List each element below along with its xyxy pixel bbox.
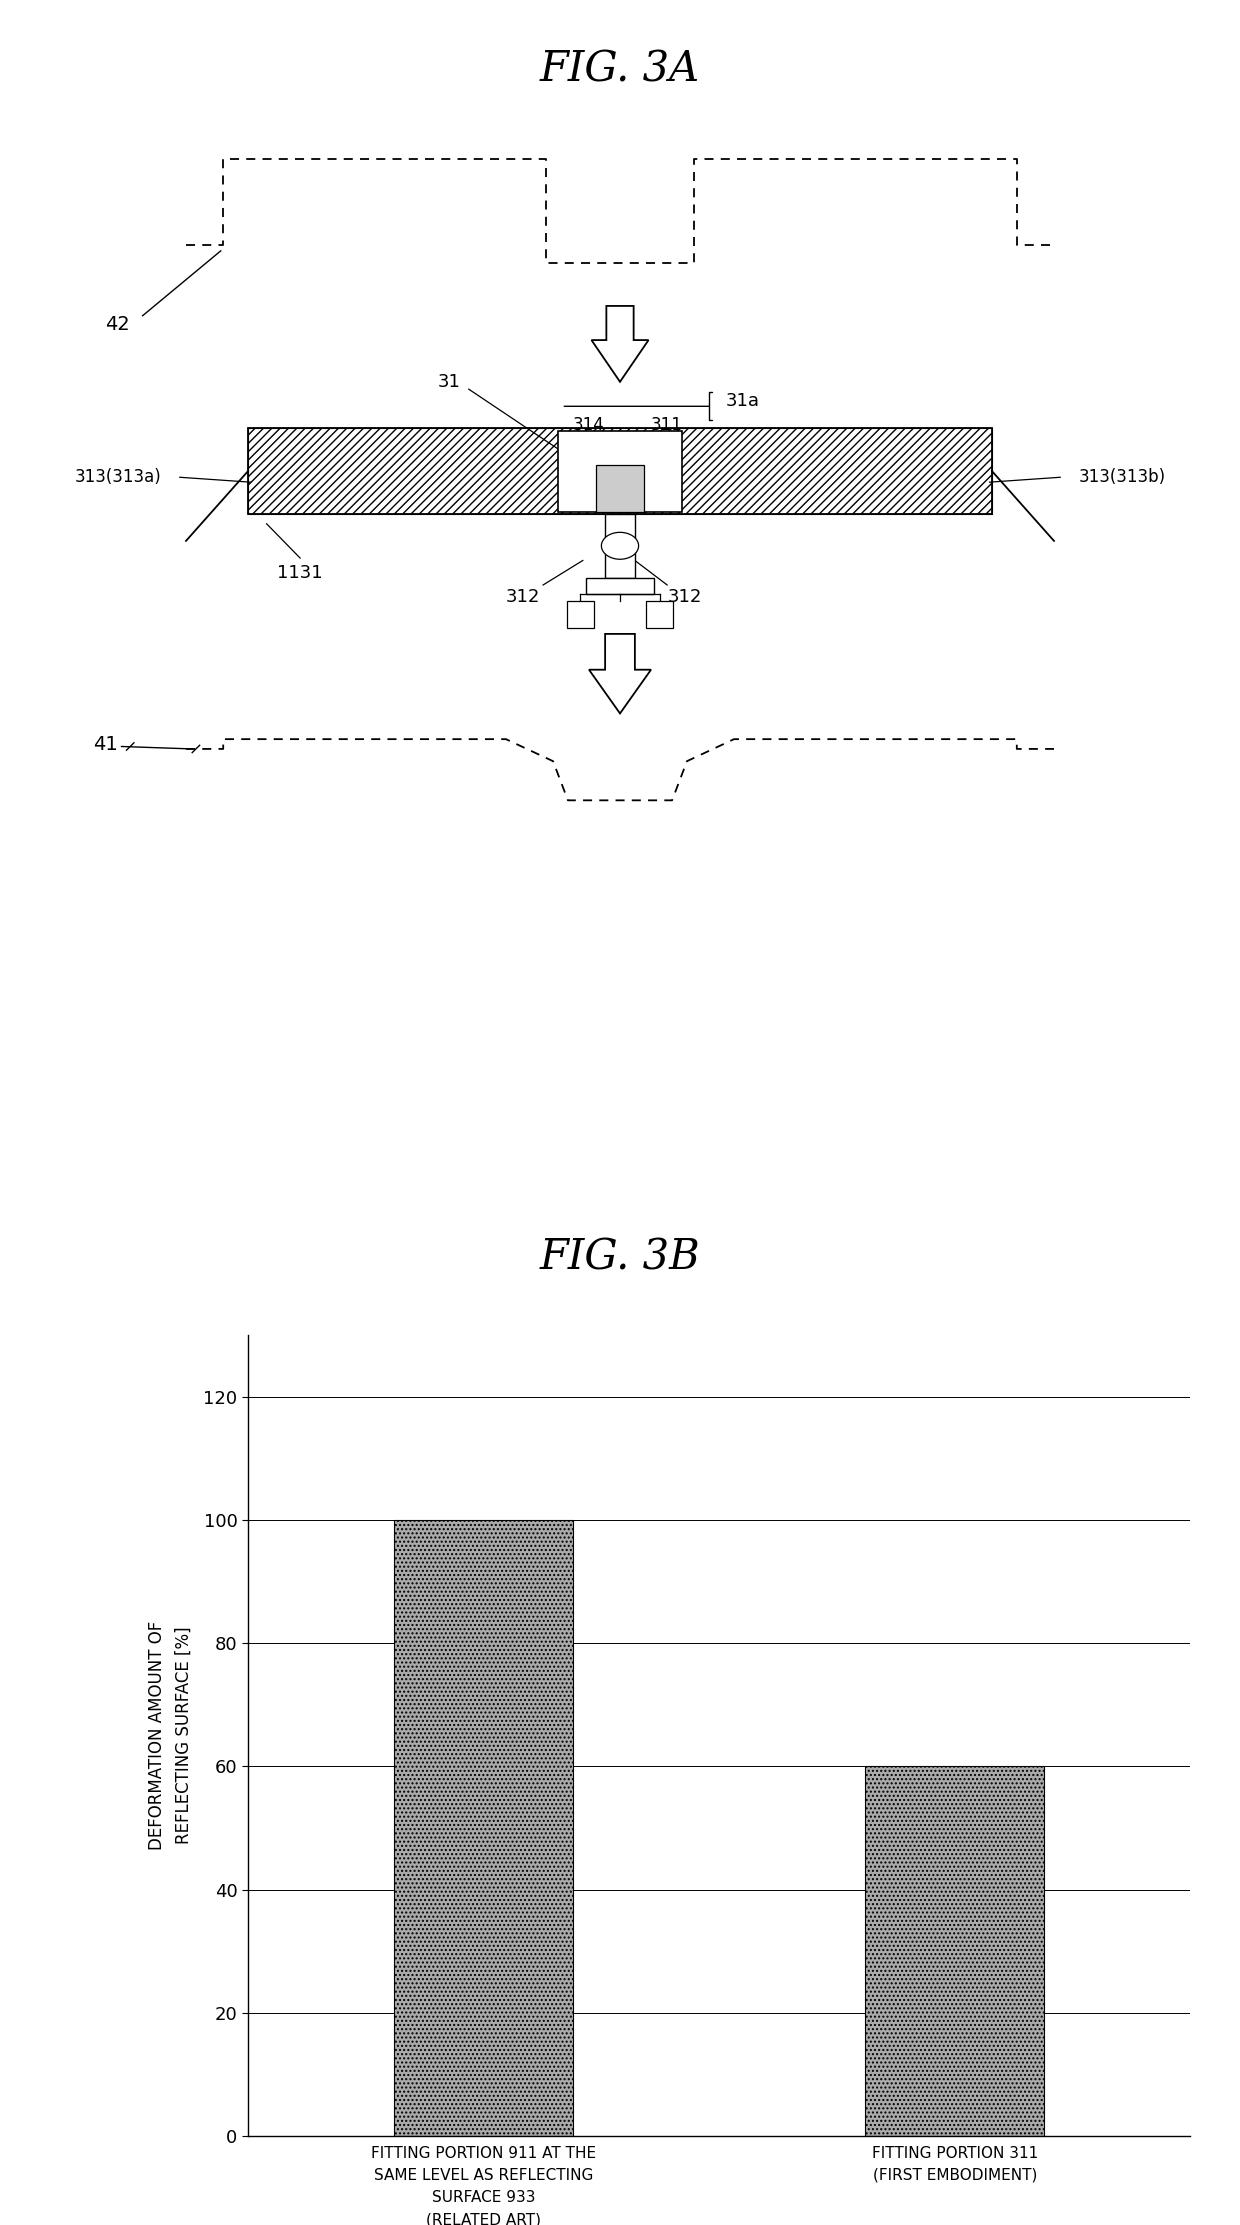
Bar	[558, 432, 682, 512]
Ellipse shape	[601, 532, 639, 558]
Bar	[596, 465, 644, 512]
Text: 312: 312	[506, 587, 541, 605]
Bar	[585, 578, 655, 594]
Text: 312: 312	[667, 587, 702, 605]
Text: 42: 42	[105, 314, 130, 334]
Bar	[394, 1520, 573, 2136]
Bar	[567, 601, 594, 627]
Text: FIG. 3A: FIG. 3A	[539, 49, 701, 91]
Text: FIG. 3B: FIG. 3B	[539, 1237, 701, 1277]
Polygon shape	[591, 305, 649, 383]
Bar	[646, 601, 673, 627]
Polygon shape	[589, 634, 651, 714]
Text: 31: 31	[438, 374, 460, 392]
Text: 311: 311	[651, 416, 683, 434]
Text: 314: 314	[573, 416, 605, 434]
Bar	[248, 427, 992, 514]
Text: 313(313b): 313(313b)	[1079, 467, 1166, 487]
Y-axis label: DEFORMATION AMOUNT OF
REFLECTING SURFACE [%]: DEFORMATION AMOUNT OF REFLECTING SURFACE…	[148, 1620, 192, 1851]
Bar	[866, 1767, 1044, 2136]
Bar	[605, 514, 635, 578]
Bar	[248, 427, 992, 514]
Text: 1131: 1131	[278, 563, 322, 581]
Text: 41: 41	[93, 734, 118, 754]
Text: 313(313a): 313(313a)	[74, 467, 161, 487]
Text: 31a: 31a	[725, 392, 759, 409]
